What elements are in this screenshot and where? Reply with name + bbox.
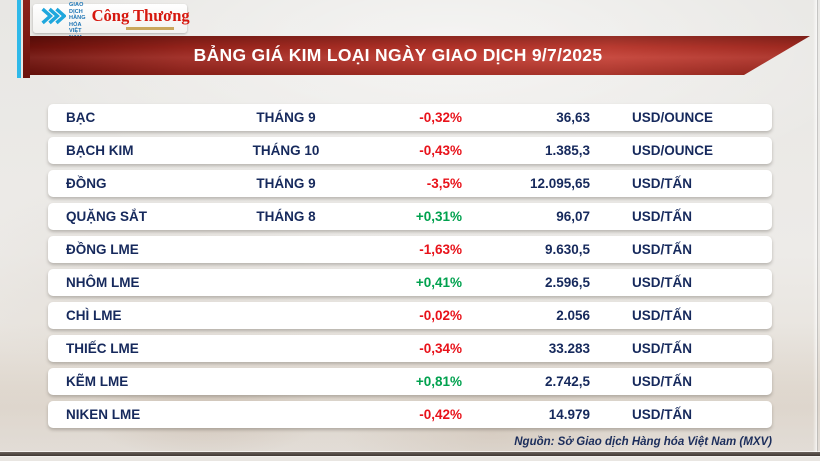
price-value: 33.283	[548, 341, 590, 356]
price-unit: USD/TẤN	[632, 176, 692, 191]
price-value: 2.056	[556, 308, 590, 323]
contract-month: THÁNG 9	[256, 110, 316, 125]
table-row: NHÔM LME +0,41% 2.596,5 USD/TẤN	[48, 269, 772, 296]
price-unit: USD/TẤN	[632, 374, 692, 389]
price-value: 36,63	[556, 110, 590, 125]
page-title: BẢNG GIÁ KIM LOẠI NGÀY GIAO DỊCH 9/7/202…	[193, 45, 603, 65]
price-value: 1.385,3	[544, 143, 590, 158]
table-row: BẠC THÁNG 9 -0,32% 36,63 USD/OUNCE	[48, 104, 772, 131]
change-percent: -0,32%	[419, 110, 462, 125]
price-value: 96,07	[556, 209, 590, 224]
mxv-name: SỞ GIAO DỊCH HÀNG HÓA VIỆT NAM	[69, 0, 86, 42]
change-percent: -3,5%	[426, 176, 462, 191]
table-row: ĐỒNG THÁNG 9 -3,5% 12.095,65 USD/TẤN	[48, 170, 772, 197]
commodity-name: BẠCH KIM	[66, 143, 134, 158]
title-banner: BẢNG GIÁ KIM LOẠI NGÀY GIAO DỊCH 9/7/202…	[30, 36, 810, 75]
price-value: 2.742,5	[544, 374, 590, 389]
price-unit: USD/TẤN	[632, 242, 692, 257]
mxv-name-line1: SỞ GIAO DỊCH	[69, 0, 84, 15]
change-percent: +0,31%	[415, 209, 462, 224]
change-percent: -1,63%	[419, 242, 462, 257]
price-unit: USD/TẤN	[632, 275, 692, 290]
contract-month: THÁNG 9	[256, 176, 316, 191]
brand-logo-box: SỞ GIAO DỊCH HÀNG HÓA VIỆT NAM Công Thươ…	[33, 0, 190, 41]
commodity-name: KẼM LME	[66, 374, 129, 389]
contract-month: THÁNG 8	[256, 209, 316, 224]
change-percent: -0,02%	[419, 308, 462, 323]
table-row: BẠCH KIM THÁNG 10 -0,43% 1.385,3 USD/OUN…	[48, 137, 772, 164]
mxv-name-line2: HÀNG HÓA	[69, 15, 86, 28]
commodity-name: ĐỒNG	[66, 176, 107, 191]
price-unit: USD/TẤN	[632, 341, 692, 356]
commodity-name: BẠC	[66, 110, 96, 125]
price-value: 9.630,5	[544, 242, 590, 257]
table-row: THIẾC LME -0,34% 33.283 USD/TẤN	[48, 335, 772, 362]
table-row: KẼM LME +0,81% 2.742,5 USD/TẤN	[48, 368, 772, 395]
congthuong-tagline-strip	[125, 26, 174, 30]
commodity-name: QUẶNG SẮT	[66, 209, 147, 224]
price-unit: USD/TẤN	[632, 308, 692, 323]
congthuong-wordmark: Công Thương	[91, 5, 190, 25]
change-percent: +0,81%	[415, 374, 462, 389]
table-row: NIKEN LME -0,42% 14.979 USD/TẤN	[48, 401, 772, 428]
price-unit: USD/TẤN	[632, 209, 692, 224]
table-row: ĐỒNG LME -1,63% 9.630,5 USD/TẤN	[48, 236, 772, 263]
table-row: QUẶNG SẮT THÁNG 8 +0,31% 96,07 USD/TẤN	[48, 203, 772, 230]
change-percent: +0,41%	[415, 275, 462, 290]
mxv-logo: SỞ GIAO DỊCH HÀNG HÓA VIỆT NAM	[40, 0, 86, 42]
commodity-name: NHÔM LME	[66, 275, 140, 290]
bottom-frame-bar	[0, 452, 820, 456]
price-value: 14.979	[548, 407, 590, 422]
right-frame-edge	[813, 0, 818, 452]
price-table: BẠC THÁNG 9 -0,32% 36,63 USD/OUNCE BẠCH …	[48, 104, 772, 428]
change-percent: -0,42%	[419, 407, 462, 422]
contract-month: THÁNG 10	[252, 143, 320, 158]
price-value: 2.596,5	[544, 275, 590, 290]
price-unit: USD/OUNCE	[632, 110, 714, 125]
accent-stripe-cyan	[17, 0, 21, 78]
commodity-name: THIẾC LME	[66, 341, 139, 356]
accent-stripe-red	[23, 0, 30, 78]
price-value: 12.095,65	[529, 176, 590, 191]
price-unit: USD/OUNCE	[632, 143, 714, 158]
price-unit: USD/TẤN	[632, 407, 692, 422]
table-row: CHÌ LME -0,02% 2.056 USD/TẤN	[48, 302, 772, 329]
commodity-name: NIKEN LME	[66, 407, 141, 422]
congthuong-logo: Công Thương	[91, 5, 190, 30]
change-percent: -0,34%	[419, 341, 462, 356]
commodity-name: ĐỒNG LME	[66, 242, 139, 257]
mxv-chevrons-icon	[40, 6, 67, 31]
commodity-name: CHÌ LME	[66, 308, 122, 323]
source-note: Nguồn: Sở Giao dịch Hàng hóa Việt Nam (M…	[514, 436, 772, 448]
change-percent: -0,43%	[419, 143, 462, 158]
